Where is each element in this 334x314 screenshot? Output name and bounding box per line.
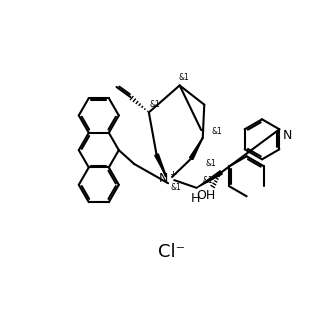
Polygon shape	[197, 171, 222, 188]
Text: &1: &1	[150, 100, 160, 109]
Text: &1: &1	[178, 73, 189, 82]
Text: Cl⁻: Cl⁻	[158, 243, 185, 261]
Text: &1: &1	[205, 159, 216, 168]
Text: N: N	[283, 129, 292, 142]
Text: &1: &1	[211, 127, 222, 136]
Polygon shape	[189, 138, 203, 160]
Text: &1: &1	[170, 183, 181, 192]
Polygon shape	[155, 154, 167, 177]
Text: N$^+$: N$^+$	[158, 171, 178, 186]
Text: &1: &1	[203, 176, 213, 185]
Text: H: H	[190, 192, 200, 205]
Text: OH: OH	[196, 189, 215, 202]
